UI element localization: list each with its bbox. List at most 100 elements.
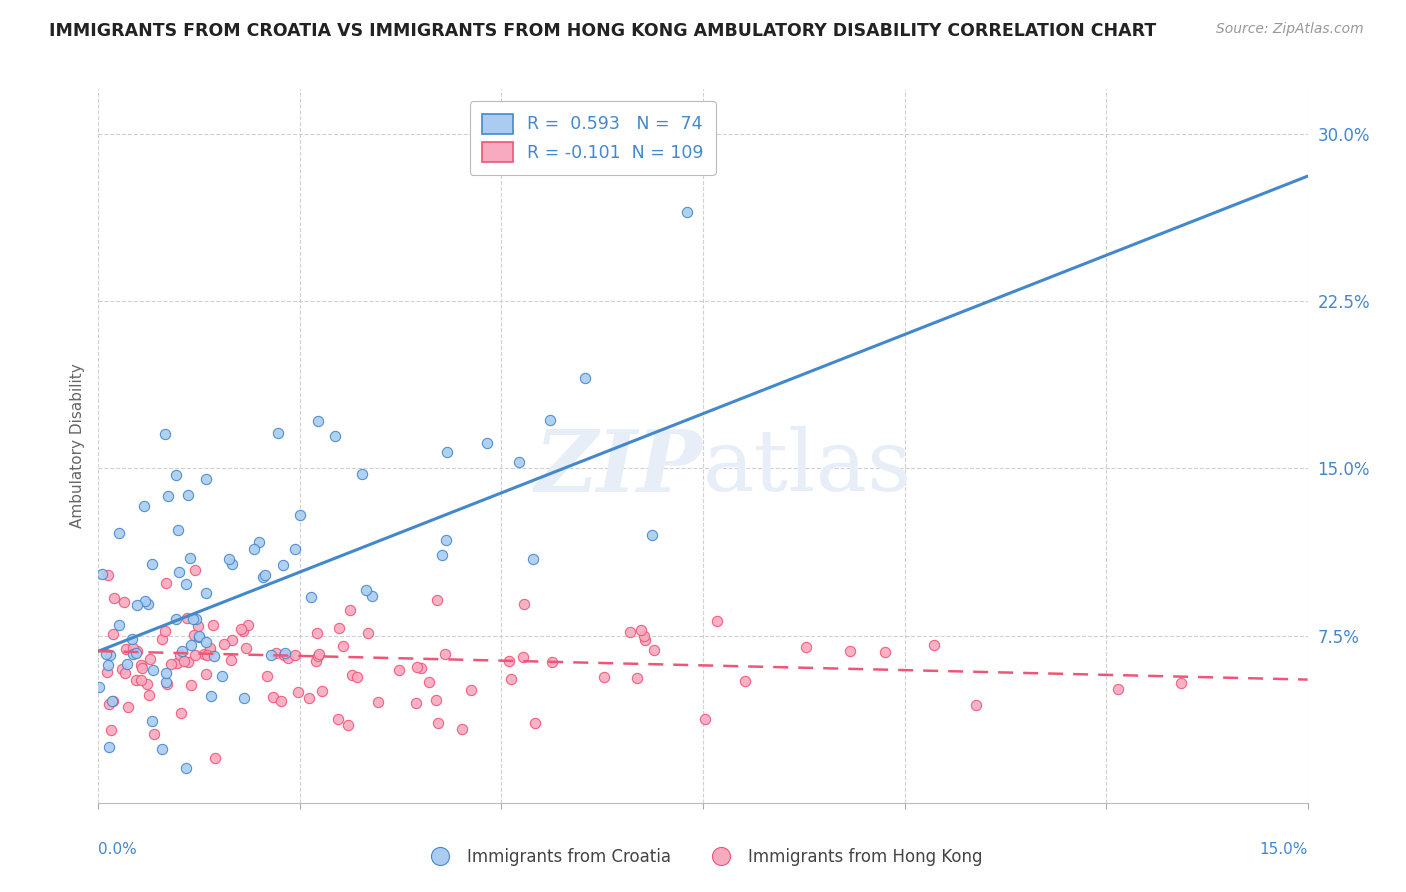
Point <box>125 673 148 687</box>
Text: 0.0%: 0.0% <box>98 842 138 856</box>
Point <box>167 524 190 538</box>
Point <box>200 689 222 703</box>
Point <box>436 533 458 547</box>
Point <box>136 597 159 611</box>
Point <box>183 628 205 642</box>
Point <box>155 575 177 590</box>
Point <box>346 670 368 684</box>
Point <box>117 700 139 714</box>
Point <box>238 618 260 632</box>
Point <box>194 472 217 486</box>
Point <box>180 639 202 653</box>
Text: ZIP: ZIP <box>536 425 703 509</box>
Point <box>641 528 664 542</box>
Point <box>159 657 181 671</box>
Point <box>233 691 256 706</box>
Point <box>181 612 204 626</box>
Point <box>523 715 546 730</box>
Point <box>538 413 561 427</box>
Point <box>283 541 305 556</box>
Point <box>174 576 197 591</box>
Point <box>103 694 125 708</box>
Text: atlas: atlas <box>703 425 912 509</box>
Point <box>172 644 194 658</box>
Point <box>132 500 155 514</box>
Point <box>179 550 201 565</box>
Point <box>254 567 277 582</box>
Point <box>221 633 243 648</box>
Point <box>200 641 222 656</box>
Point <box>267 425 290 440</box>
Point <box>734 673 756 688</box>
Point <box>695 712 717 726</box>
Point <box>166 657 188 671</box>
Point <box>274 646 297 660</box>
Point <box>141 557 163 571</box>
Point <box>839 644 862 658</box>
Text: Source: ZipAtlas.com: Source: ZipAtlas.com <box>1216 22 1364 37</box>
Point <box>183 563 205 577</box>
Point <box>922 638 945 652</box>
Point <box>101 626 124 640</box>
Point <box>352 467 374 481</box>
Point <box>633 629 655 643</box>
Point <box>184 648 207 663</box>
Point <box>1107 681 1129 696</box>
Point <box>173 654 195 668</box>
Point <box>297 690 319 705</box>
Point <box>129 657 152 672</box>
Point <box>337 718 360 732</box>
Point <box>155 674 177 689</box>
Point <box>965 698 987 713</box>
Point <box>299 590 322 604</box>
Point <box>630 623 652 637</box>
Point <box>96 648 118 662</box>
Point <box>170 706 193 720</box>
Point <box>574 371 596 385</box>
Point <box>619 625 641 640</box>
Point <box>513 597 536 611</box>
Point <box>875 644 897 658</box>
Point <box>706 614 728 628</box>
Point <box>134 594 156 608</box>
Point <box>361 589 384 603</box>
Point <box>339 603 361 617</box>
Point <box>155 666 177 681</box>
Point <box>103 591 125 606</box>
Point <box>593 670 616 684</box>
Legend: Immigrants from Croatia, Immigrants from Hong Kong: Immigrants from Croatia, Immigrants from… <box>418 842 988 873</box>
Point <box>188 629 211 643</box>
Point <box>451 723 474 737</box>
Point <box>194 586 217 600</box>
Point <box>288 508 311 523</box>
Point <box>195 648 218 662</box>
Point <box>89 680 111 694</box>
Point <box>252 570 274 584</box>
Point <box>308 647 330 661</box>
Point <box>198 644 221 658</box>
Point <box>219 653 242 667</box>
Point <box>243 541 266 556</box>
Point <box>97 658 120 673</box>
Point <box>108 618 131 632</box>
Point <box>97 568 120 582</box>
Point <box>98 648 121 662</box>
Point <box>112 595 135 609</box>
Point <box>277 650 299 665</box>
Point <box>541 655 564 669</box>
Point <box>354 583 377 598</box>
Point <box>202 618 225 632</box>
Point <box>195 635 218 649</box>
Point <box>152 632 174 646</box>
Point <box>108 526 131 541</box>
Point <box>211 669 233 683</box>
Point <box>357 626 380 640</box>
Point <box>634 633 657 648</box>
Point <box>122 640 145 655</box>
Point <box>193 647 215 661</box>
Point <box>475 436 498 450</box>
Point <box>522 551 544 566</box>
Point <box>143 726 166 740</box>
Point <box>156 677 179 691</box>
Point <box>411 661 433 675</box>
